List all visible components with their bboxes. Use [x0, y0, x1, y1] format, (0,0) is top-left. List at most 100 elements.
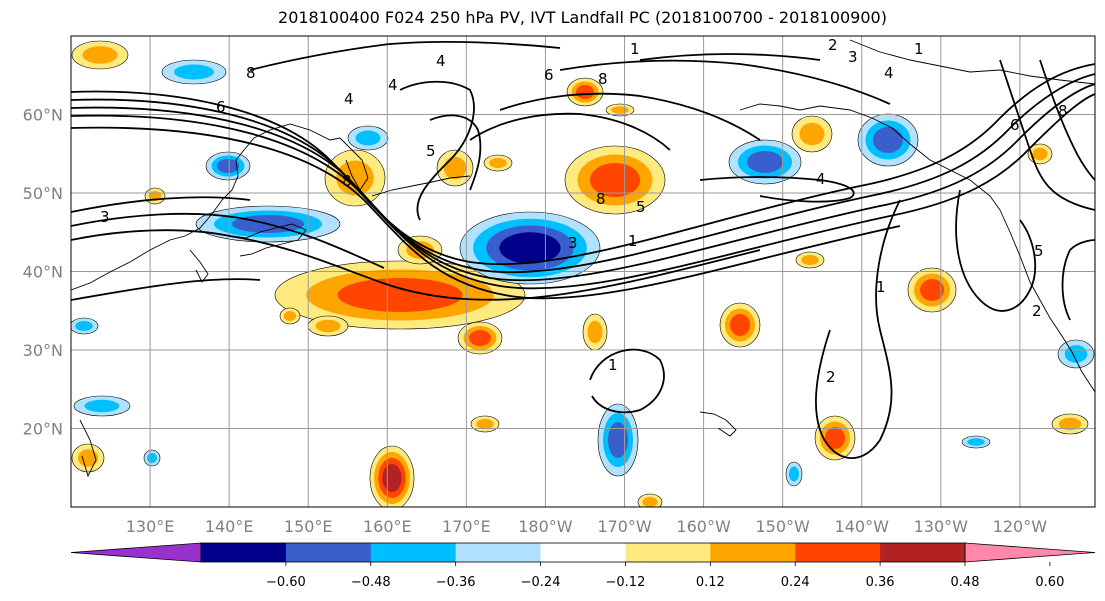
latitude-label: 40°N — [23, 263, 63, 282]
anomaly-region — [799, 122, 825, 146]
anomaly-region — [147, 453, 157, 463]
pv-contour — [955, 189, 1037, 312]
colorbar-tick-label: −0.60 — [266, 575, 306, 590]
anomaly-region — [873, 127, 903, 153]
pv-contour — [71, 278, 261, 301]
colorbar-tick-label: 0.48 — [951, 575, 980, 590]
map-frame — [70, 35, 1096, 508]
coastline-asia — [71, 123, 341, 291]
pv-contour — [71, 229, 761, 301]
anomaly-region — [82, 46, 118, 64]
coastline-kamchatka — [339, 137, 369, 191]
pv-contour — [71, 212, 385, 269]
anomaly-region — [78, 449, 98, 467]
longitude-label: 160°W — [676, 517, 731, 536]
contour-label: 1 — [608, 356, 618, 374]
anomaly-region — [476, 419, 494, 429]
anomaly-region — [315, 319, 341, 333]
coastline-japan — [231, 223, 307, 257]
contour-label: 5 — [426, 142, 436, 160]
contour-label: 8 — [596, 190, 606, 208]
anomaly-region — [443, 156, 467, 180]
colorbar-segment — [625, 543, 711, 562]
anomaly-region — [382, 464, 402, 492]
colorbar-tick-label: 0.24 — [781, 575, 810, 590]
pv-contour — [399, 80, 475, 221]
contour-label: 1 — [628, 232, 638, 250]
contour-label: 2 — [828, 36, 838, 54]
pv-contour — [499, 92, 761, 141]
pv-contour — [249, 41, 561, 71]
latitude-label: 30°N — [23, 341, 63, 360]
contour-label: 8 — [342, 172, 352, 190]
colorbar-tick-label: −0.24 — [521, 575, 561, 590]
anomaly-region — [84, 399, 120, 413]
coastline-philippines — [79, 419, 97, 478]
colorbar-frame — [200, 542, 966, 563]
latitude-label: 60°N — [23, 106, 63, 125]
anomaly-region — [75, 321, 93, 331]
contour-label: 2 — [1032, 302, 1042, 320]
longitude-label: 180°W — [518, 517, 573, 536]
pv-contour — [699, 176, 855, 203]
colorbar-segment — [880, 543, 966, 562]
colorbar-extend-high — [964, 542, 1096, 563]
longitude-label: 160°E — [363, 517, 412, 536]
contour-label: 2 — [826, 368, 836, 386]
colorbar-tick-labels: −0.60 −0.48 −0.36 −0.24 −0.12 0.12 0.24 0.36 0.4… — [266, 562, 1064, 590]
coastline-hawaii — [699, 411, 737, 437]
anomaly-region — [489, 158, 507, 168]
contour-label: 3 — [848, 48, 858, 66]
anomaly-region — [730, 314, 750, 336]
anomaly-region — [576, 85, 594, 99]
anomaly-region — [1032, 147, 1048, 161]
pv-contour — [559, 59, 891, 105]
colorbar-segment — [710, 543, 796, 562]
contour-label: 4 — [436, 52, 446, 70]
contour-label: 1 — [914, 40, 924, 58]
latitude-label: 50°N — [23, 184, 63, 203]
contour-label: 4 — [816, 170, 826, 188]
contour-label: 4 — [388, 76, 398, 94]
longitude-label: 140°E — [205, 517, 254, 536]
pv-contour — [999, 59, 1095, 211]
longitude-label: 170°W — [597, 517, 652, 536]
anomaly-region — [642, 497, 658, 507]
contour-label: 5 — [1034, 242, 1044, 260]
anomaly-region — [920, 279, 944, 301]
longitude-label: 140°W — [835, 517, 890, 536]
anomaly-region — [747, 151, 783, 173]
longitude-labels: 130°E 140°E 150°E 160°E 170°E 180°W 170°W 160°W… — [126, 517, 1047, 536]
anomaly-region — [825, 427, 845, 449]
longitude-label: 120°W — [993, 517, 1048, 536]
anomaly-region — [590, 163, 640, 197]
anomaly-region — [217, 159, 239, 173]
pv-contour — [71, 93, 1095, 290]
pv-contour — [429, 114, 482, 191]
pv-contour — [71, 63, 1095, 266]
colorbar-segment — [370, 543, 457, 562]
contour-label: 8 — [1058, 102, 1068, 120]
colorbar-extend-low — [70, 542, 202, 563]
figure-title: 2018100400 F024 250 hPa PV, IVT Landfall… — [278, 8, 887, 27]
pv-contour — [1039, 59, 1095, 181]
anomaly-region — [283, 311, 297, 321]
contour-label: 1 — [876, 278, 886, 296]
anomaly-region — [1058, 417, 1082, 431]
colorbar-segment — [201, 543, 287, 562]
contour-label: 4 — [884, 64, 894, 82]
pv-contour — [71, 126, 901, 300]
colorbar-tick-label: −0.12 — [606, 575, 646, 590]
colorbar-tick-label: 0.60 — [1035, 575, 1064, 590]
anomaly-region — [789, 466, 799, 482]
contour-label: 4 — [344, 90, 354, 108]
colorbar-segment — [285, 543, 372, 562]
contour-label: 6 — [544, 66, 554, 84]
pv-contour — [814, 199, 901, 459]
latitude-labels: 60°N 50°N 40°N 30°N 20°N — [23, 106, 63, 439]
contour-label: 3 — [100, 208, 110, 226]
latitude-label: 20°N — [23, 420, 63, 439]
anomaly-region — [587, 320, 603, 344]
pv-contour — [1061, 239, 1095, 321]
